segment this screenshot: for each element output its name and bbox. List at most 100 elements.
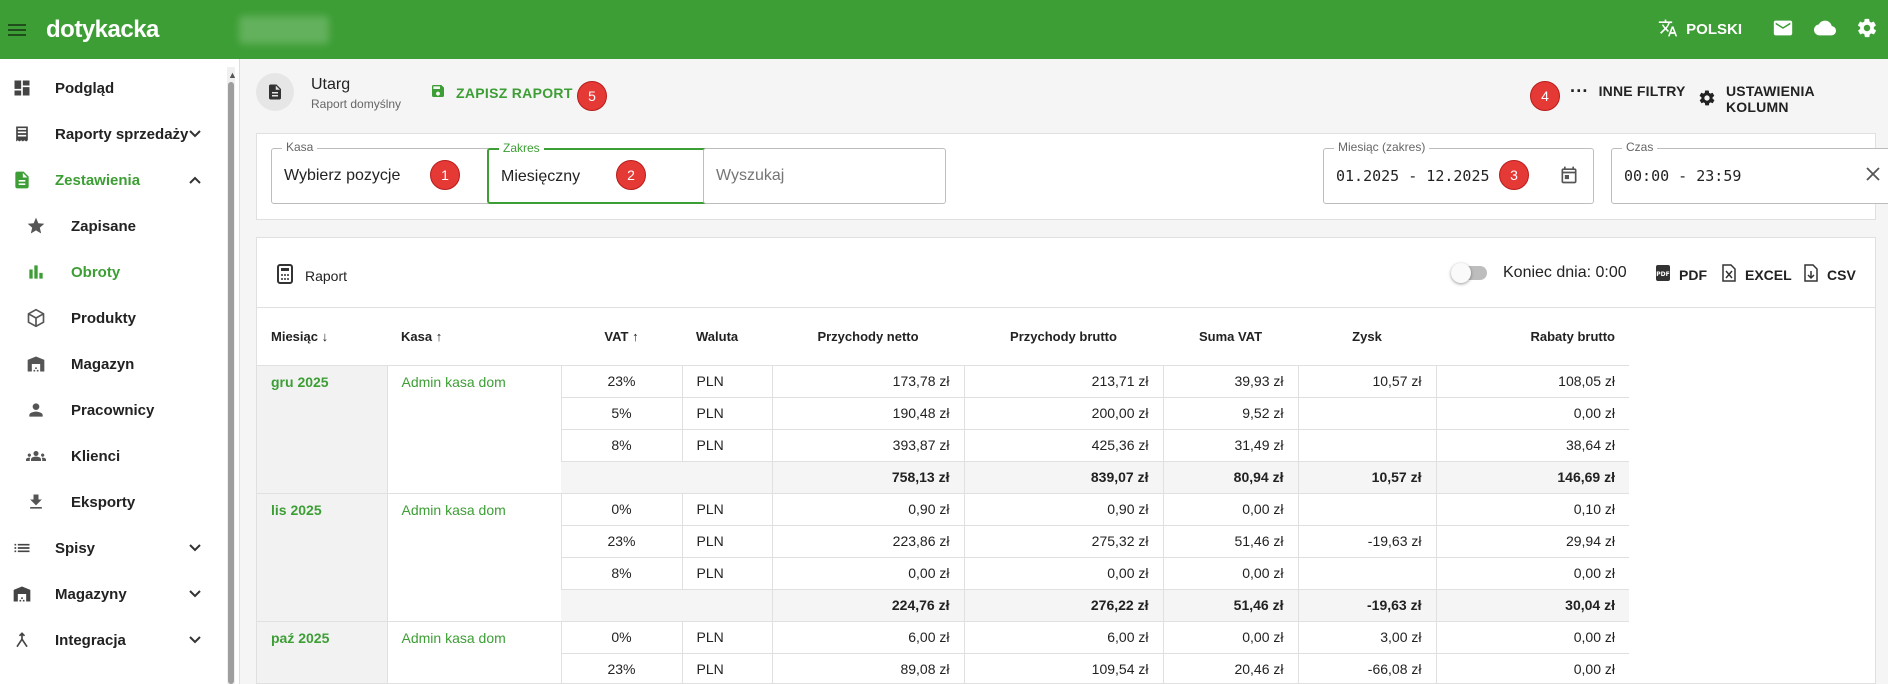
app-logo[interactable]: dotykacka <box>46 15 159 43</box>
warehouse-icon <box>12 584 32 604</box>
currency-cell: PLN <box>681 365 772 398</box>
chevron-down-icon <box>188 540 202 556</box>
total-spacer <box>561 461 772 494</box>
mail-icon[interactable] <box>1772 17 1794 43</box>
sidebar-item-magazyny[interactable]: Magazyny <box>0 571 228 617</box>
sidebar-item-integracja[interactable]: Integracja <box>0 617 228 663</box>
month-cell[interactable]: lis 2025 <box>257 493 387 622</box>
document-icon <box>12 170 32 190</box>
vat-sum-cell: 39,93 zł <box>1162 365 1298 398</box>
sidebar-item-podglad[interactable]: Podgląd <box>0 65 228 111</box>
person-icon <box>26 400 46 420</box>
column-header-month[interactable]: Miesiąc ↓ <box>257 308 387 366</box>
other-filters-button[interactable]: ··· INNE FILTRY <box>1570 82 1686 100</box>
profit-cell: -66,08 zł <box>1297 653 1436 683</box>
sidebar-item-eksporty[interactable]: Eksporty <box>0 479 228 525</box>
column-header-currency[interactable]: Waluta <box>682 308 772 366</box>
sidebar-item-raporty-sprzedazy[interactable]: Raporty sprzedaży <box>0 111 228 157</box>
vat-sum-cell: 0,00 zł <box>1162 557 1298 590</box>
save-report-label: ZAPISZ RAPORT <box>456 84 573 101</box>
time-range-field[interactable]: Czas 00:00 - 23:59 <box>1611 140 1888 204</box>
kasa-value: Wybierz pozycje <box>284 167 401 184</box>
save-icon <box>430 83 446 102</box>
table-total-row: 758,13 zł 839,07 zł 80,94 zł 10,57 zł 14… <box>257 461 1629 494</box>
sidebar-item-label: Magazyny <box>55 585 127 603</box>
sidebar-item-magazyn[interactable]: Magazyn <box>0 341 228 387</box>
zakres-select[interactable]: Zakres Miesięczny <box>487 141 732 204</box>
vat-cell: 23% <box>560 653 682 683</box>
menu-icon[interactable] <box>8 23 26 36</box>
currency-cell: PLN <box>681 525 772 558</box>
account-name-blurred[interactable] <box>238 15 329 44</box>
total-vat-sum-cell: 80,94 zł <box>1162 461 1298 494</box>
total-brutto-cell: 839,07 zł <box>963 461 1163 494</box>
total-discount-cell: 30,04 zł <box>1435 589 1629 622</box>
calculator-icon <box>277 264 293 287</box>
other-filters-label: INNE FILTRY <box>1598 83 1686 99</box>
sidebar-item-label: Magazyn <box>71 355 135 373</box>
columns-settings-button[interactable]: USTAWIENIA KOLUMN <box>1698 83 1874 115</box>
sidebar-item-label: Obroty <box>71 263 121 281</box>
calendar-icon[interactable] <box>1559 165 1579 190</box>
sidebar-item-zapisane[interactable]: Zapisane <box>0 203 228 249</box>
brutto-cell: 425,36 zł <box>963 429 1163 462</box>
scroll-up-arrow-icon[interactable]: ▲ <box>228 70 237 80</box>
month-cell[interactable]: gru 2025 <box>257 365 387 494</box>
month-cell[interactable]: paź 2025 <box>257 621 387 683</box>
sidebar-item-spisy[interactable]: Spisy <box>0 525 228 571</box>
kasa-cell[interactable]: Admin kasa dom <box>386 365 561 494</box>
chevron-up-icon <box>188 172 202 188</box>
report-header: Utarg Raport domyślny ZAPISZ RAPORT 5 4 … <box>256 73 1874 115</box>
kasa-select[interactable]: Kasa Wybierz pozycje <box>271 140 514 204</box>
export-excel-button[interactable]: EXCEL <box>1721 264 1792 285</box>
time-value: 00:00 - 23:59 <box>1624 167 1742 185</box>
kasa-cell[interactable]: Admin kasa dom <box>386 493 561 622</box>
settings-icon[interactable] <box>1856 17 1878 43</box>
discount-cell: 38,64 zł <box>1435 429 1629 462</box>
export-csv-button[interactable]: CSV <box>1803 264 1856 285</box>
sidebar-item-zestawienia[interactable]: Zestawienia <box>0 157 228 203</box>
cloud-icon[interactable] <box>1812 17 1838 43</box>
page-subtitle: Raport domyślny <box>311 97 402 111</box>
column-header-netto[interactable]: Przychody netto <box>772 308 964 366</box>
sidebar-item-obroty[interactable]: Obroty <box>0 249 228 295</box>
receipt-icon <box>12 124 32 144</box>
table-row: 23% PLN 89,08 zł 109,54 zł 20,46 zł -66,08 zł… <box>257 653 1629 683</box>
csv-label: CSV <box>1827 266 1856 283</box>
column-header-discounts[interactable]: Rabaty brutto <box>1436 308 1629 366</box>
total-profit-cell: -19,63 zł <box>1297 589 1436 622</box>
column-header-vat-sum[interactable]: Suma VAT <box>1163 308 1298 366</box>
table-row: paź 2025 Admin kasa dom 0% PLN 6,00 zł 6,00 z… <box>257 621 1629 683</box>
vat-sum-cell: 0,00 zł <box>1162 493 1298 526</box>
sidebar-scroll-thumb[interactable] <box>228 82 234 684</box>
netto-cell: 223,86 zł <box>771 525 964 558</box>
column-header-brutto[interactable]: Przychody brutto <box>964 308 1163 366</box>
column-header-kasa[interactable]: Kasa ↑ <box>387 308 561 366</box>
merge-icon <box>12 630 32 650</box>
table-row: 8% PLN 0,00 zł 0,00 zł 0,00 zł 0,00 zł <box>257 557 1629 590</box>
end-of-day-toggle[interactable] <box>1451 263 1487 283</box>
search-input[interactable]: Wyszukaj <box>703 148 946 204</box>
column-header-vat[interactable]: VAT ↑ <box>561 308 682 366</box>
sidebar-item-klienci[interactable]: Klienci <box>0 433 228 479</box>
month-range-picker[interactable]: Miesiąc (zakres) 01.2025 - 12.2025 <box>1323 140 1594 204</box>
annotation-badge-3: 3 <box>1499 160 1529 190</box>
column-header-profit[interactable]: Zysk <box>1298 308 1436 366</box>
language-selector[interactable]: POLSKI <box>1658 18 1742 42</box>
netto-cell: 190,48 zł <box>771 397 964 430</box>
export-pdf-button[interactable]: PDF PDF <box>1655 264 1707 285</box>
page-title: Utarg <box>311 76 351 93</box>
sidebar-item-produkty[interactable]: Produkty <box>0 295 228 341</box>
zakres-value: Miesięczny <box>501 168 581 185</box>
sidebar-item-label: Spisy <box>55 539 96 557</box>
discount-cell: 0,00 zł <box>1435 653 1629 683</box>
sidebar-item-pracownicy[interactable]: Pracownicy <box>0 387 228 433</box>
kasa-cell[interactable]: Admin kasa dom <box>386 621 561 683</box>
clear-icon[interactable] <box>1866 167 1880 186</box>
total-netto-cell: 758,13 zł <box>771 461 964 494</box>
save-report-button[interactable]: ZAPISZ RAPORT <box>430 83 573 102</box>
profit-cell: 3,00 zł <box>1297 621 1436 654</box>
chevron-down-icon <box>188 632 202 648</box>
discount-cell: 108,05 zł <box>1435 365 1629 398</box>
vat-cell: 5% <box>560 397 682 430</box>
